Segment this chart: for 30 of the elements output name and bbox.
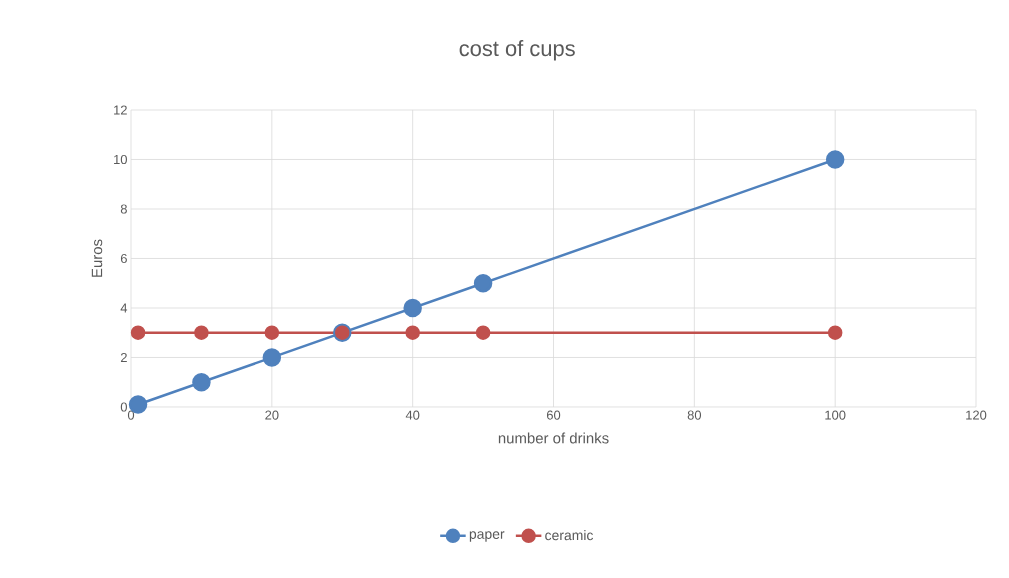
y-tick-label: 2 [120, 352, 127, 363]
legend-label: ceramic [545, 529, 594, 541]
point [262, 348, 282, 367]
point [130, 325, 146, 340]
x-tick-label: 80 [687, 410, 702, 420]
x-tick-label: 60 [546, 410, 561, 420]
y-tick-label: 6 [120, 253, 127, 264]
legend-label: paper [469, 531, 505, 542]
point [827, 325, 843, 340]
point [475, 325, 491, 340]
y-axis-title: Euros [91, 239, 103, 277]
y-tick-label: 12 [114, 105, 127, 115]
point [405, 325, 420, 340]
point [192, 372, 211, 392]
point [473, 273, 493, 293]
x-tick-label: 120 [966, 410, 987, 420]
x-tick-label: 40 [405, 410, 420, 420]
y-tick-label: 4 [120, 303, 128, 313]
x-tick-label: 20 [265, 410, 279, 420]
x-tick-label: 0 [127, 410, 135, 420]
point [264, 325, 280, 340]
y-tick-label: 0 [120, 402, 127, 412]
chart-title: cost of cups [459, 40, 575, 61]
point [403, 298, 422, 318]
point [825, 150, 845, 169]
y-tick-label: 8 [120, 204, 127, 214]
y-tick-label: 10 [114, 154, 127, 165]
x-axis-title: number of drinks [498, 432, 609, 444]
x-tick-label: 100 [825, 410, 846, 420]
point [194, 325, 209, 340]
